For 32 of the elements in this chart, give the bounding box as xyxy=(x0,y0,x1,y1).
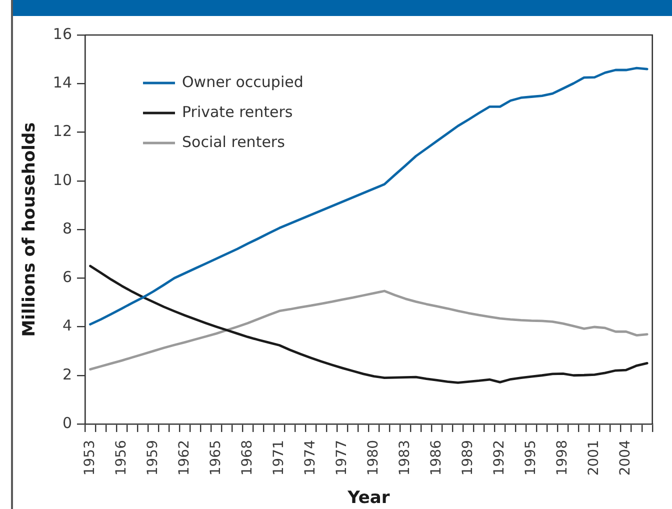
x-tick-label: 1956 xyxy=(113,440,130,476)
x-tick-label: 1962 xyxy=(176,440,192,476)
y-tick-label: 0 xyxy=(62,414,72,432)
x-axis-title: Year xyxy=(346,488,390,508)
x-tick-label: 2004 xyxy=(618,440,634,476)
x-tick-label: 1971 xyxy=(271,440,288,476)
y-tick-label: 16 xyxy=(52,24,72,43)
y-axis-title: Millions of households xyxy=(20,122,40,337)
x-tick-label: 1977 xyxy=(334,440,350,476)
y-tick-label: 10 xyxy=(52,170,72,189)
x-tick-label: 1989 xyxy=(460,440,476,476)
x-tick-label: 1998 xyxy=(554,440,571,476)
y-tick-label: 8 xyxy=(62,219,72,238)
legend-label: Owner occupied xyxy=(182,72,304,91)
legend-label: Private renters xyxy=(182,102,293,121)
y-tick-label: 14 xyxy=(52,74,72,92)
x-tick-label: 1953 xyxy=(82,440,98,476)
x-tick-label: 1992 xyxy=(492,440,508,476)
legend-label: Social renters xyxy=(182,132,286,151)
x-tick-label: 1965 xyxy=(208,440,224,476)
y-tick-label: 4 xyxy=(62,316,72,335)
x-tick-label: 1983 xyxy=(397,440,414,476)
x-tick-label: 1974 xyxy=(302,440,319,476)
x-tick-label: 1980 xyxy=(366,440,382,476)
x-tick-label: 1986 xyxy=(428,440,445,476)
y-tick-label: 2 xyxy=(62,365,72,384)
x-tick-label: 2001 xyxy=(586,440,602,476)
x-tick-label: 1959 xyxy=(144,440,161,476)
y-tick-label: 12 xyxy=(52,122,72,140)
y-tick-label: 6 xyxy=(62,268,72,286)
x-tick-label: 1968 xyxy=(239,440,256,476)
x-tick-label: 1995 xyxy=(523,440,540,476)
